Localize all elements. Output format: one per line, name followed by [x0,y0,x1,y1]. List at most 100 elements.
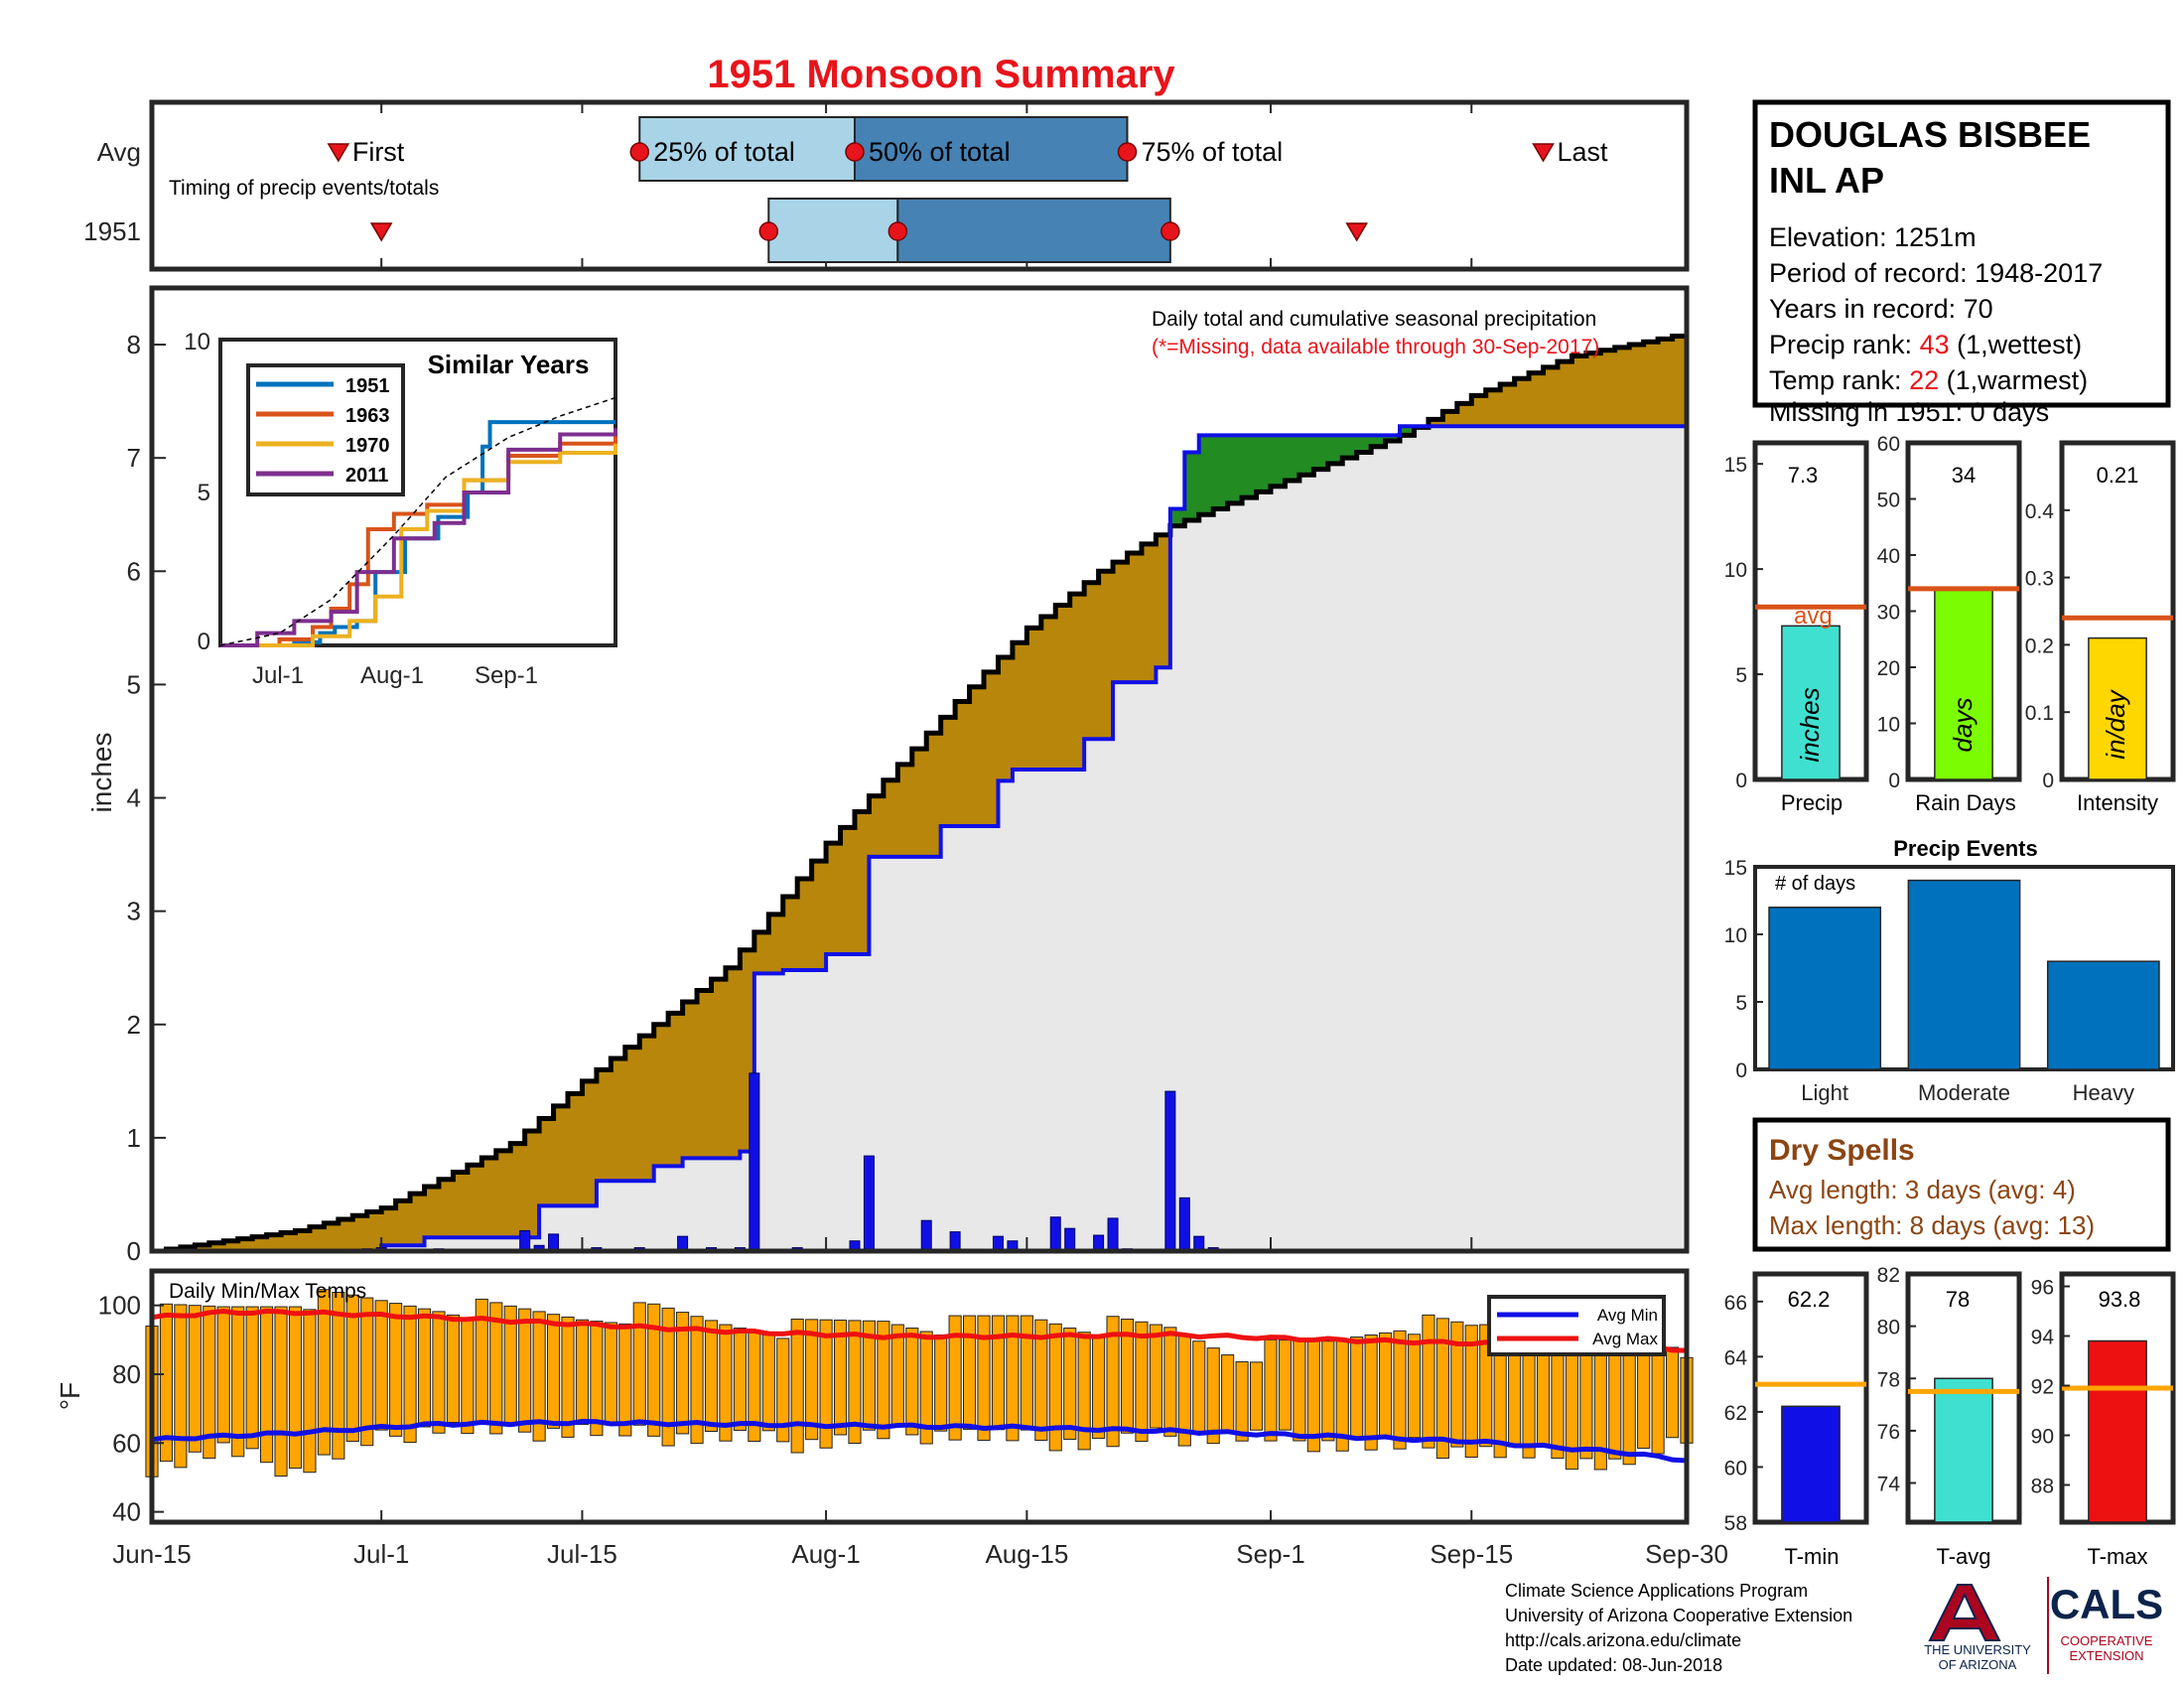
inset-plot-content [219,396,617,647]
daily-temp-bar [776,1337,790,1443]
timing-row-year: 1951 [83,216,141,246]
deficit-segment [611,1058,626,1182]
deficit-segment [1543,366,1559,427]
daily-temp-bar [1278,1339,1293,1431]
events-chart: Light Moderate Heavy 0 5 10 15 [1724,857,2175,1105]
daily-temp-bar [1464,1325,1478,1458]
precip-avg-label: avg [1794,603,1833,630]
surplus-segment [1213,435,1229,509]
daily-temp-bar [561,1316,575,1438]
deficit-segment [1600,350,1616,427]
events-tick-label: 0 [1735,1059,1747,1082]
footer-line2: University of Arizona Cooperative Extens… [1505,1606,1852,1625]
deficit-segment [495,1150,511,1238]
events-note: # of days [1775,873,1855,895]
deficit-segment [1557,361,1573,427]
station-missing: Missing in 1951: 0 days [1769,397,2049,427]
inset-y-tick-0: 0 [198,629,210,655]
daily-precip-bar [1178,1196,1190,1252]
daily-temp-bar [1422,1314,1435,1449]
timing-label-p25: 25% of total [653,137,795,167]
station-name-line1: DOUGLAS BISBEE [1769,114,2091,155]
daily-temp-bar [345,1294,359,1443]
surplus-segment [1385,435,1401,442]
daily-temp-bar [1106,1316,1120,1448]
events-bar [1768,907,1882,1070]
events-category-label: Moderate [1918,1080,2010,1105]
deficit-segment [1428,419,1443,427]
inset-y-tick-10: 10 [184,329,210,355]
daily-temp-bar [647,1303,661,1437]
date-axis-labels: Jun-15 Jul-1 Jul-15 Aug-1 Aug-15 Sep-1 Sep-15 S… [112,1539,1728,1569]
stat-intensity-tick-label: 0.2 [2025,634,2054,657]
deficit-segment [697,990,713,1159]
x-tick-label: Sep-1 [1236,1539,1304,1569]
daily-temp-bar [360,1297,374,1447]
deficit-segment [252,1236,268,1251]
deficit-segment [295,1230,311,1251]
stat-raindays-tick-label: 10 [1877,714,1900,737]
daily-temp-bar [905,1328,919,1436]
stat-raindays-tick-label: 0 [1888,770,1900,792]
deficit-segment [424,1186,440,1238]
deficit-segment [467,1165,482,1238]
temp-rank-suffix: (1,warmest) [1939,365,2088,395]
stat-tavg-tick-label: 80 [1877,1317,1900,1339]
deficit-segment [324,1222,340,1251]
deficit-segment [869,795,885,857]
stat-precip-tick-label: 0 [1735,770,1747,792]
timing-label-first: First [352,137,405,167]
daily-temp-bar [719,1324,733,1442]
legend-label-1963: 1963 [345,405,390,427]
timing-marker-p25 [758,221,779,241]
temp-plot-content [145,1289,1694,1477]
tmax-label: T-max [2087,1544,2147,1569]
daily-temp-bar [417,1308,432,1428]
precip-rank-label: Precip rank: [1769,330,1920,359]
deficit-segment [1471,395,1487,427]
year-cumulative-line [152,424,1687,1253]
deficit-segment [1456,403,1472,427]
stat-raindays-tick-label: 20 [1877,657,1900,680]
deficit-segment [1026,628,1042,770]
deficit-segment [1500,384,1516,427]
deficit-segment [639,1036,655,1182]
footer-line3: http://cals.arizona.edu/climate [1505,1630,1741,1650]
main-y-tick-label: 4 [127,783,141,813]
temp-y-tick-label: 60 [112,1428,141,1458]
main-y-label: inches [86,733,117,813]
daily-temp-bar [934,1334,948,1432]
tavg-value: 78 [1946,1287,1970,1312]
daily-temp-bar [231,1306,245,1458]
main-y-tick-label: 3 [127,897,141,926]
events-tick-label: 5 [1735,992,1747,1015]
temp-rank-label: Temp rank: [1769,365,1909,395]
surplus-segment [1169,508,1185,526]
events-category-label: Light [1801,1080,1848,1105]
temp-legend-box [1487,1295,1666,1356]
tmin-panel: 58 60 62 64 66 [1724,1271,1869,1535]
surplus-segment [1400,426,1416,436]
stat-raindays-tick-label: 30 [1877,602,1900,625]
deficit-segment [926,733,942,857]
deficit-segment [840,827,856,955]
temp-y-label: °F [55,1382,85,1410]
timing-triangle-last [1532,143,1555,163]
tavg-panel: 74 76 78 80 82 [1877,1264,2022,1525]
daily-temp-bar [288,1306,303,1470]
stat-tavg-tick-label: 76 [1877,1421,1900,1444]
daily-precip-bar [1107,1217,1119,1252]
inset-series-line [220,431,617,647]
daily-temp-bar [1221,1354,1235,1433]
stat-tmax-tick-label: 96 [2031,1277,2054,1300]
tmin-label: T-min [1785,1544,1840,1569]
daily-temp-bar [403,1305,417,1444]
surplus-segment [1371,435,1387,447]
stat-tmin-bar [1781,1405,1841,1523]
inset-series-line [220,428,617,647]
precip-stat-label: Precip [1781,790,1843,815]
daily-temp-bar [274,1306,288,1477]
stat-raindays-bar [1934,588,1993,780]
dry-spells-box: Dry Spells Avg length: 3 days (avg: 4) M… [1752,1117,2171,1252]
stat-tmax-bar [2088,1339,2147,1523]
